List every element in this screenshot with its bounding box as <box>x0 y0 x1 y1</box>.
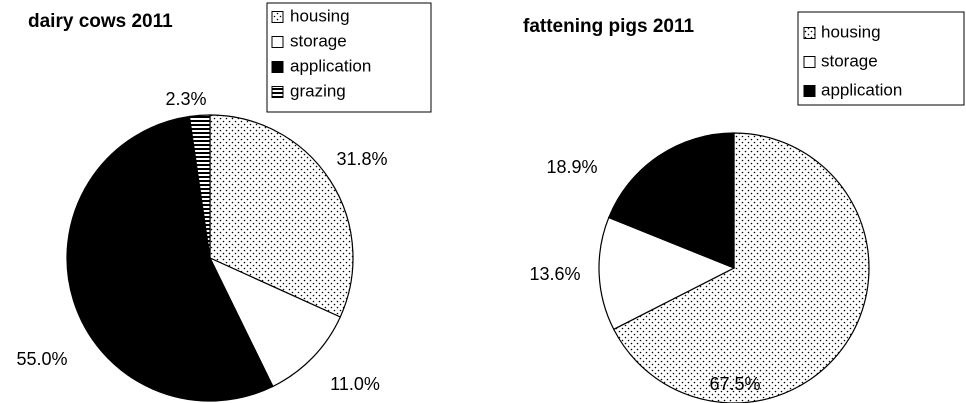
legend-swatch <box>803 85 816 97</box>
legend-text: application <box>821 80 902 99</box>
legend-swatch <box>803 56 816 68</box>
legend-text: grazing <box>290 81 346 100</box>
legend-text: application <box>290 56 371 75</box>
data-label: 11.0% <box>330 374 380 394</box>
data-label: 67.5% <box>709 374 760 394</box>
legend-box <box>797 11 965 106</box>
chart-title: dairy cows 2011 <box>28 11 173 32</box>
chart-title: fattening pigs 2011 <box>523 16 694 37</box>
legend-swatch <box>271 11 284 23</box>
legend-box <box>266 2 432 113</box>
legend-swatch <box>271 86 284 98</box>
pie-slice <box>209 114 354 318</box>
pie-slice <box>608 132 735 269</box>
pie-slice <box>208 256 342 388</box>
data-label: 2.3% <box>165 89 206 109</box>
legend-text: storage <box>821 51 878 70</box>
legend-text: housing <box>290 6 350 25</box>
pie-slice <box>188 114 211 259</box>
data-label: 13.6% <box>529 264 580 284</box>
data-label: 31.8% <box>336 149 387 169</box>
pie-slice <box>66 115 274 402</box>
legend-swatch <box>271 36 284 48</box>
legend-swatch <box>271 61 284 73</box>
legend-text: housing <box>821 22 881 41</box>
legend-text: storage <box>290 31 347 50</box>
legend-swatch <box>803 27 816 39</box>
pie-slice <box>612 132 870 403</box>
pie-slice <box>598 216 736 331</box>
data-label: 55.0% <box>16 349 67 369</box>
data-label: 18.9% <box>546 157 597 177</box>
